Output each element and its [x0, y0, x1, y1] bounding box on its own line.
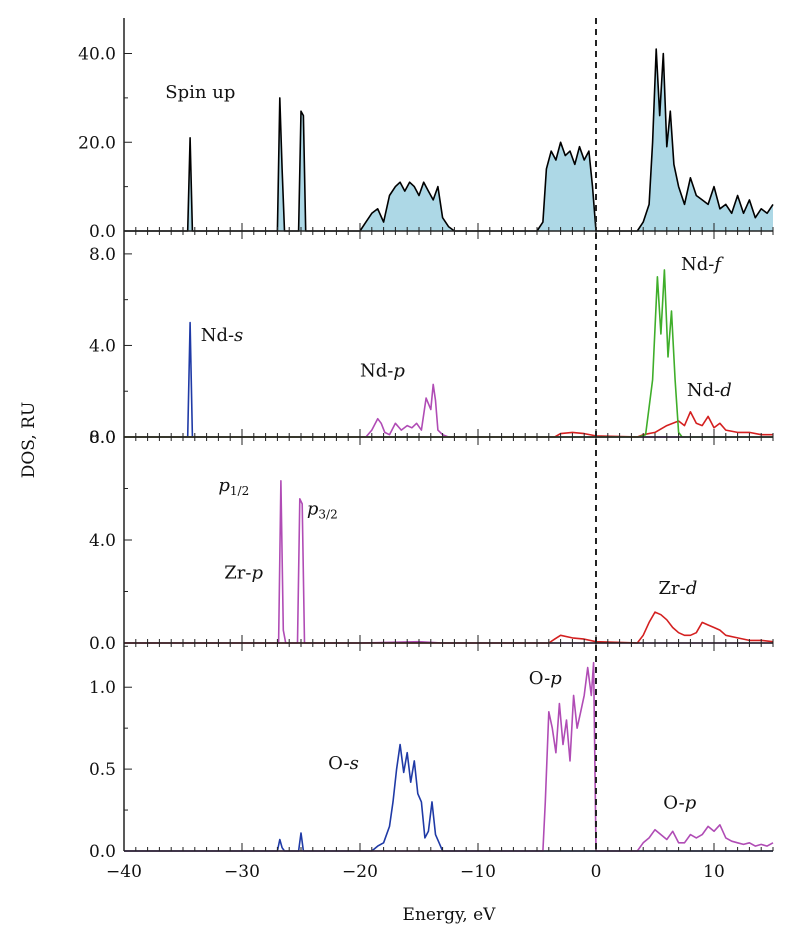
series-line-o-1: [124, 661, 774, 852]
x-tick-label-1: −30: [224, 862, 260, 882]
y-tick-label-o-1: 0.5: [89, 760, 116, 780]
y-tick-label-nd-1: 4.0: [89, 336, 116, 356]
panel-o: 0.0 0.5 1.0 O-s O-p O-p: [89, 643, 774, 862]
y-tick-label-zr-0: 0.0: [89, 634, 116, 654]
series-line-nd-3: [124, 269, 773, 438]
x-tick-label-2: −20: [342, 862, 378, 882]
y-tick-label-total-2: 40.0: [78, 45, 116, 65]
annotation-nd-0: Nd-s: [201, 325, 244, 346]
y-tick-label-nd-2: 8.0: [89, 245, 116, 265]
annotation-zr-2: p3/2: [307, 498, 338, 521]
panel-total: 0.0 20.0 40.0 Spin up: [78, 18, 774, 242]
y-tick-label-o-2: 1.0: [89, 678, 116, 698]
annotation-o-1: O-p: [529, 668, 563, 689]
x-tick-label-4: 0: [591, 862, 602, 882]
annotation-nd-1: Nd-p: [360, 360, 405, 381]
series-line-total-0: [124, 48, 774, 232]
y-tick-label-zr-1: 4.0: [89, 531, 116, 551]
annotation-zr-1: p1/2: [218, 475, 249, 498]
y-tick-label-total-0: 0.0: [89, 222, 116, 242]
panel-zr: 0.0 4.0 8.0 Zr-p p1/2 p3/2 Zr-d: [89, 428, 774, 654]
y-tick-label-nd-0: 0.0: [89, 428, 116, 448]
annotation-o-2: O-p: [663, 792, 697, 813]
series-line-nd-2: [124, 410, 773, 438]
y-tick-label-total-1: 20.0: [78, 133, 116, 153]
y-tick-label-zr-2: 8.0: [89, 428, 116, 448]
annotation-total-0: Spin up: [165, 82, 235, 103]
plot-panels: 0.0 20.0 40.0 Spin up 0.0 4.0 8.0 Nd-s Nd-p Nd-f N…: [78, 18, 774, 882]
x-tick-label-0: −40: [106, 862, 142, 882]
x-tick-label-3: −10: [460, 862, 496, 882]
annotation-zr-0: Zr-p: [224, 563, 263, 584]
annotation-nd-3: Nd-d: [687, 380, 732, 401]
panel-nd: 0.0 4.0 8.0 Nd-s Nd-p Nd-f Nd-d: [89, 231, 774, 448]
x-tick-label-5: 10: [703, 862, 725, 882]
annotation-o-0: O-s: [328, 753, 359, 774]
series-line-nd-1: [124, 383, 773, 438]
series-fill-total-0: [124, 49, 773, 231]
series-line-zr-1: [124, 611, 774, 644]
series-line-zr-0: [124, 479, 773, 644]
y-axis-title: DOS, RU: [19, 402, 39, 479]
y-tick-label-o-0: 0.0: [89, 842, 116, 862]
annotation-nd-2: Nd-f: [681, 254, 724, 275]
annotation-zr-3: Zr-d: [659, 578, 698, 599]
x-axis-title: Energy, eV: [403, 905, 497, 925]
